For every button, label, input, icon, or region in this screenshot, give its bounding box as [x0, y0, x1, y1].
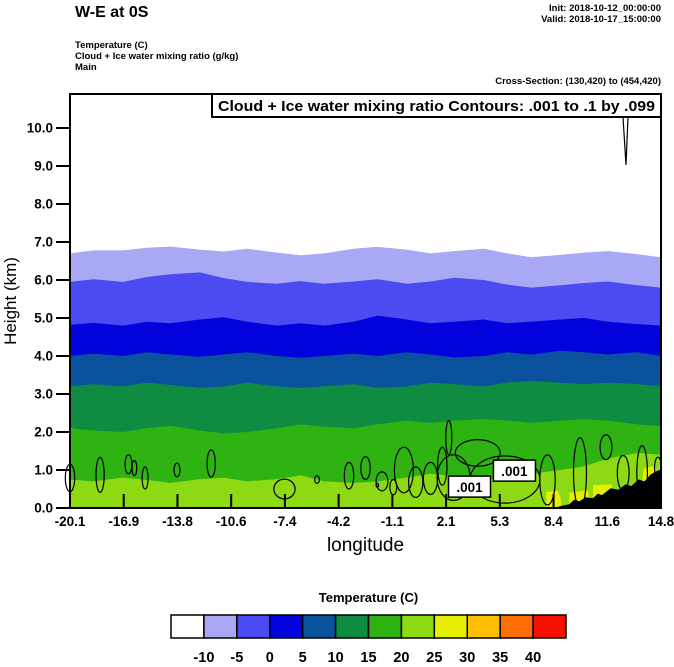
x-tick-label: -1.1 — [381, 514, 405, 529]
colorbar-tick-label: 25 — [426, 650, 442, 666]
x-tick-label: -16.9 — [108, 514, 139, 529]
cross-section-coords: Cross-Section: (130,420) to (454,420) — [495, 76, 661, 87]
x-tick-label: 14.8 — [648, 514, 674, 529]
y-tick-label: 9.0 — [34, 159, 53, 174]
colorbar-cell — [400, 614, 436, 639]
temperature-band — [70, 452, 661, 508]
cloud-contour — [206, 449, 216, 478]
cloud-contour — [454, 439, 501, 467]
y-axis-title: Height (km) — [1, 257, 20, 345]
x-tick-label: -7.4 — [273, 514, 297, 529]
valid-timestamp: Valid: 2018-10-17_15:00:00 — [541, 14, 661, 25]
cloud-contour — [95, 456, 105, 493]
cloud-contour — [636, 445, 648, 501]
colorbar-cell — [433, 614, 468, 639]
contour-label-box — [447, 475, 492, 498]
cloud-contour — [375, 471, 389, 492]
y-tick-label: 3.0 — [34, 387, 53, 402]
y-tick-label: 1.0 — [34, 463, 53, 478]
colorbar-tick-label: 0 — [266, 650, 274, 666]
cloud-contour — [599, 434, 613, 461]
cloud-contour — [539, 454, 556, 506]
cloud-contour — [131, 459, 138, 477]
colorbar-cell — [499, 614, 534, 639]
y-tick-label: 6.0 — [34, 273, 53, 288]
colorbar-cell — [532, 614, 567, 639]
y-tick-label: 5.0 — [34, 311, 53, 326]
y-tick-label: 4.0 — [34, 349, 53, 364]
cloud-contour — [408, 466, 424, 498]
colorbar-cell — [466, 614, 501, 639]
y-tick-label: 7.0 — [34, 235, 53, 250]
cloud-contour — [314, 475, 321, 484]
colorbar-cell — [170, 614, 205, 639]
colorbar-title: Temperature (C) — [319, 590, 418, 605]
cloud-contour — [360, 456, 371, 481]
colorbar-cell — [334, 614, 370, 639]
cloud-contour — [393, 446, 414, 494]
cloud-contour — [173, 462, 181, 478]
cloud-contour — [436, 446, 448, 486]
colorbar-cell — [236, 614, 271, 639]
contour-label: .001 — [501, 464, 528, 479]
colorbar-tick-label: 35 — [492, 650, 508, 666]
colorbar-tick-label: 40 — [525, 650, 541, 666]
x-tick-label: -13.8 — [162, 514, 193, 529]
x-tick-label: 2.1 — [437, 514, 456, 529]
colorbar-tick-label: 20 — [393, 650, 409, 666]
cloud-contour-spike — [622, 116, 629, 165]
colorbar-cell — [203, 614, 238, 639]
cloud-contour — [343, 461, 355, 490]
colorbar-cell — [269, 614, 304, 639]
colorbar-tick-label: 10 — [328, 650, 344, 666]
contour-title-box — [211, 93, 662, 118]
colorbar-tick-label: -5 — [230, 650, 243, 666]
cloud-contour — [616, 454, 630, 492]
x-tick-label: 5.3 — [490, 514, 509, 529]
contour-label-box — [492, 459, 537, 482]
contour-label: .001 — [456, 480, 483, 495]
terrain-profile — [553, 469, 661, 508]
colorbar-cell — [301, 614, 337, 639]
x-axis-title: longitude — [327, 535, 404, 556]
colorbar-tick-label: 15 — [360, 650, 376, 666]
x-tick-label: -10.6 — [216, 514, 247, 529]
x-tick-label: 11.6 — [595, 514, 621, 529]
colorbar-tick-label: -10 — [193, 650, 214, 666]
y-tick-label: 8.0 — [34, 197, 53, 212]
x-tick-label: -4.2 — [327, 514, 350, 529]
y-tick-label: 0.0 — [34, 501, 53, 516]
contour-title: Cloud + Ice water mixing ratio Contours:… — [218, 98, 655, 115]
cloud-contour — [141, 466, 149, 490]
field-label-domain: Main — [75, 62, 97, 73]
colorbar-tick-label: 5 — [299, 650, 307, 666]
y-tick-label: 10.0 — [27, 121, 53, 136]
init-timestamp: Init: 2018-10-12_00:00:00 — [549, 3, 661, 14]
x-tick-label: 8.4 — [544, 514, 563, 529]
field-label-cloud-ice: Cloud + Ice water mixing ratio (g/kg) — [75, 51, 239, 62]
colorbar-cell — [367, 614, 403, 639]
x-tick-label: -20.1 — [55, 514, 86, 529]
field-label-temperature: Temperature (C) — [75, 40, 148, 51]
y-tick-label: 2.0 — [34, 425, 53, 440]
cloud-contour — [445, 420, 453, 456]
page-title: W-E at 0S — [75, 4, 149, 21]
colorbar-tick-label: 30 — [459, 650, 475, 666]
